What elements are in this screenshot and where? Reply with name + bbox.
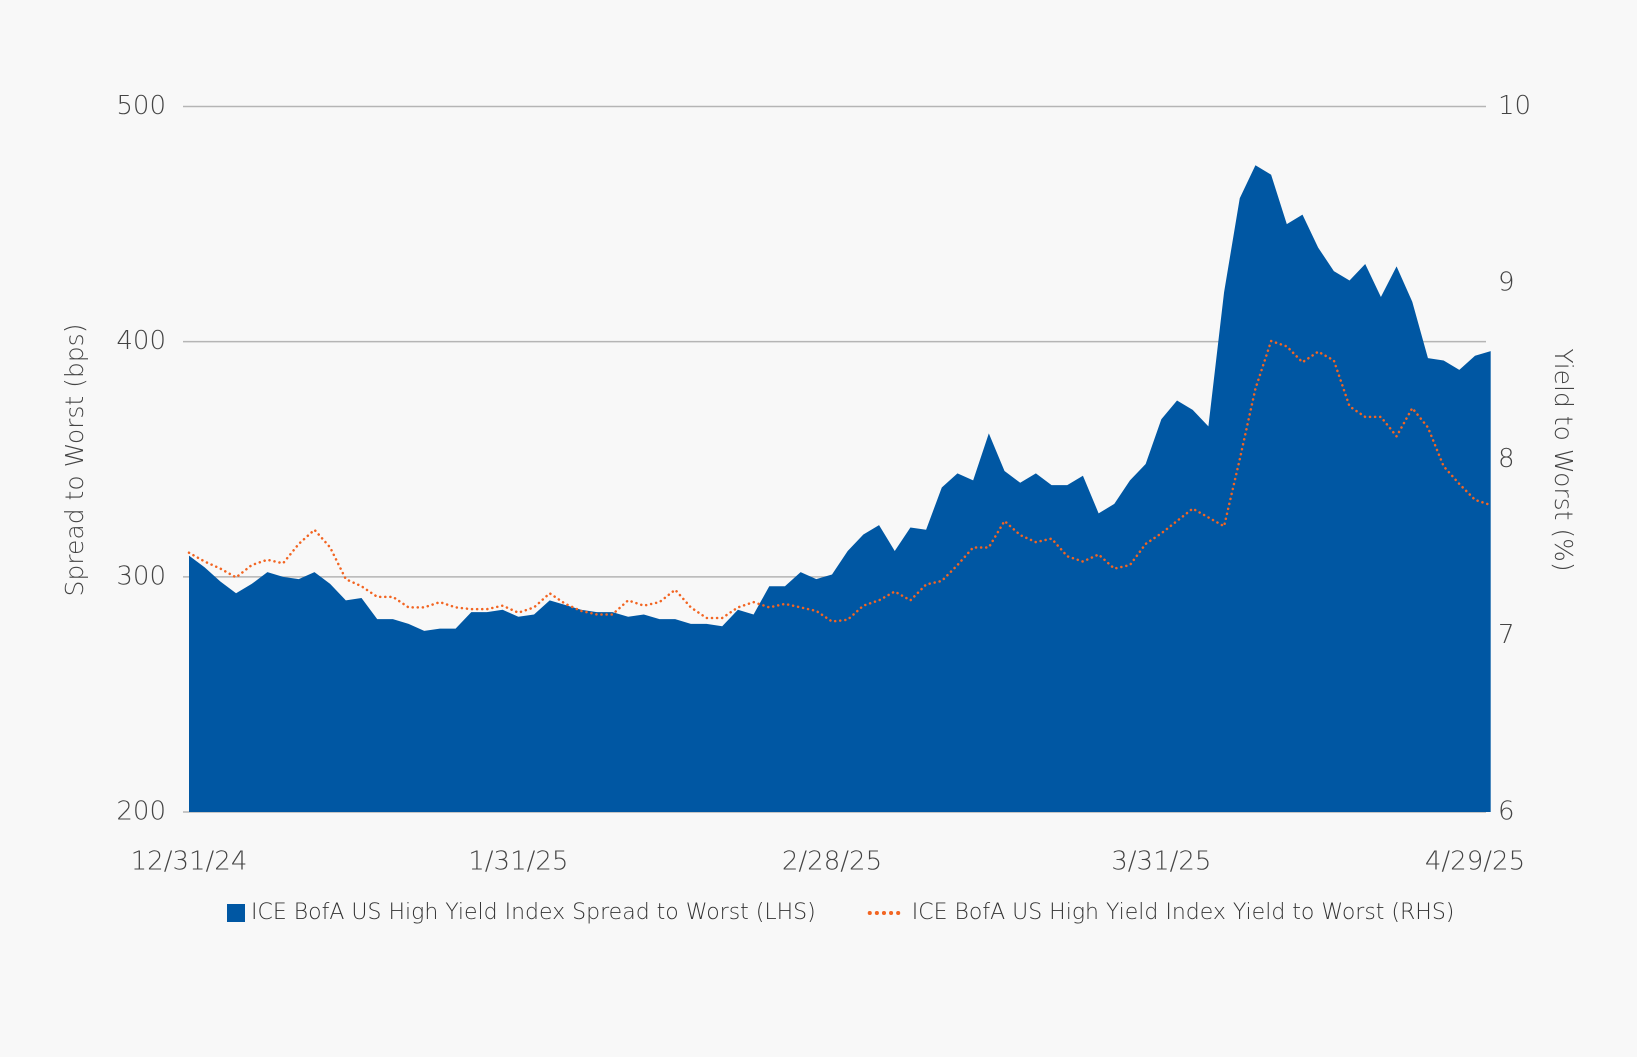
y2-tick-label: 7 <box>1498 620 1515 650</box>
y2-tick-label: 6 <box>1498 797 1515 827</box>
legend-swatch <box>227 904 245 922</box>
y2-tick-label: 8 <box>1498 444 1515 474</box>
legend-label: ICE BofA US High Yield Index Spread to W… <box>251 900 816 925</box>
y-tick-label: 400 <box>116 326 166 356</box>
x-tick-label: 4/29/25 <box>1425 847 1525 877</box>
y2-tick-label: 10 <box>1498 91 1531 121</box>
y-tick-label: 200 <box>116 797 166 827</box>
y2-axis-title: Yield to Worst (%) <box>1549 348 1578 571</box>
x-tick-label: 12/31/24 <box>131 847 248 877</box>
line <box>187 339 1492 623</box>
legend: ICE BofA US High Yield Index Spread to W… <box>227 900 1454 925</box>
legend-label: ICE BofA US High Yield Index Yield to Wo… <box>912 900 1455 925</box>
y-tick-label: 500 <box>116 91 166 121</box>
y-axis-title: Spread to Worst (bps) <box>60 324 89 597</box>
y-tick-label: 300 <box>116 561 166 591</box>
area <box>189 165 1491 812</box>
x-tick-label: 3/31/25 <box>1111 847 1211 877</box>
x-tick-label: 2/28/25 <box>782 847 882 877</box>
y2-tick-label: 9 <box>1498 267 1515 297</box>
x-tick-label: 1/31/25 <box>468 847 568 877</box>
